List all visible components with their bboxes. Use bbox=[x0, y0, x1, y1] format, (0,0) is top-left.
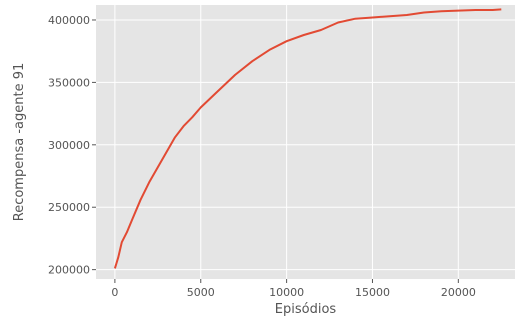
x-axis-title: Episódios bbox=[275, 302, 337, 317]
y-tick-label: 200000 bbox=[48, 264, 90, 277]
x-tick-label: 0 bbox=[111, 286, 118, 299]
y-axis-title: Recompensa -agente 91 bbox=[12, 63, 27, 222]
x-axis: 0 5000 10000 15000 20000 bbox=[111, 279, 476, 299]
x-tick-label: 20000 bbox=[441, 286, 476, 299]
y-tick-label: 250000 bbox=[48, 201, 90, 214]
x-tick-label: 15000 bbox=[355, 286, 390, 299]
reward-series-line bbox=[113, 8, 502, 269]
plot-area bbox=[96, 5, 515, 279]
y-axis: 200000 250000 300000 350000 400000 bbox=[48, 14, 96, 277]
y-tick-label: 300000 bbox=[48, 139, 90, 152]
y-tick-label: 400000 bbox=[48, 14, 90, 27]
x-tick-label: 5000 bbox=[187, 286, 215, 299]
y-tick-label: 350000 bbox=[48, 76, 90, 89]
grid-lines bbox=[96, 5, 515, 279]
x-tick-label: 10000 bbox=[269, 286, 304, 299]
